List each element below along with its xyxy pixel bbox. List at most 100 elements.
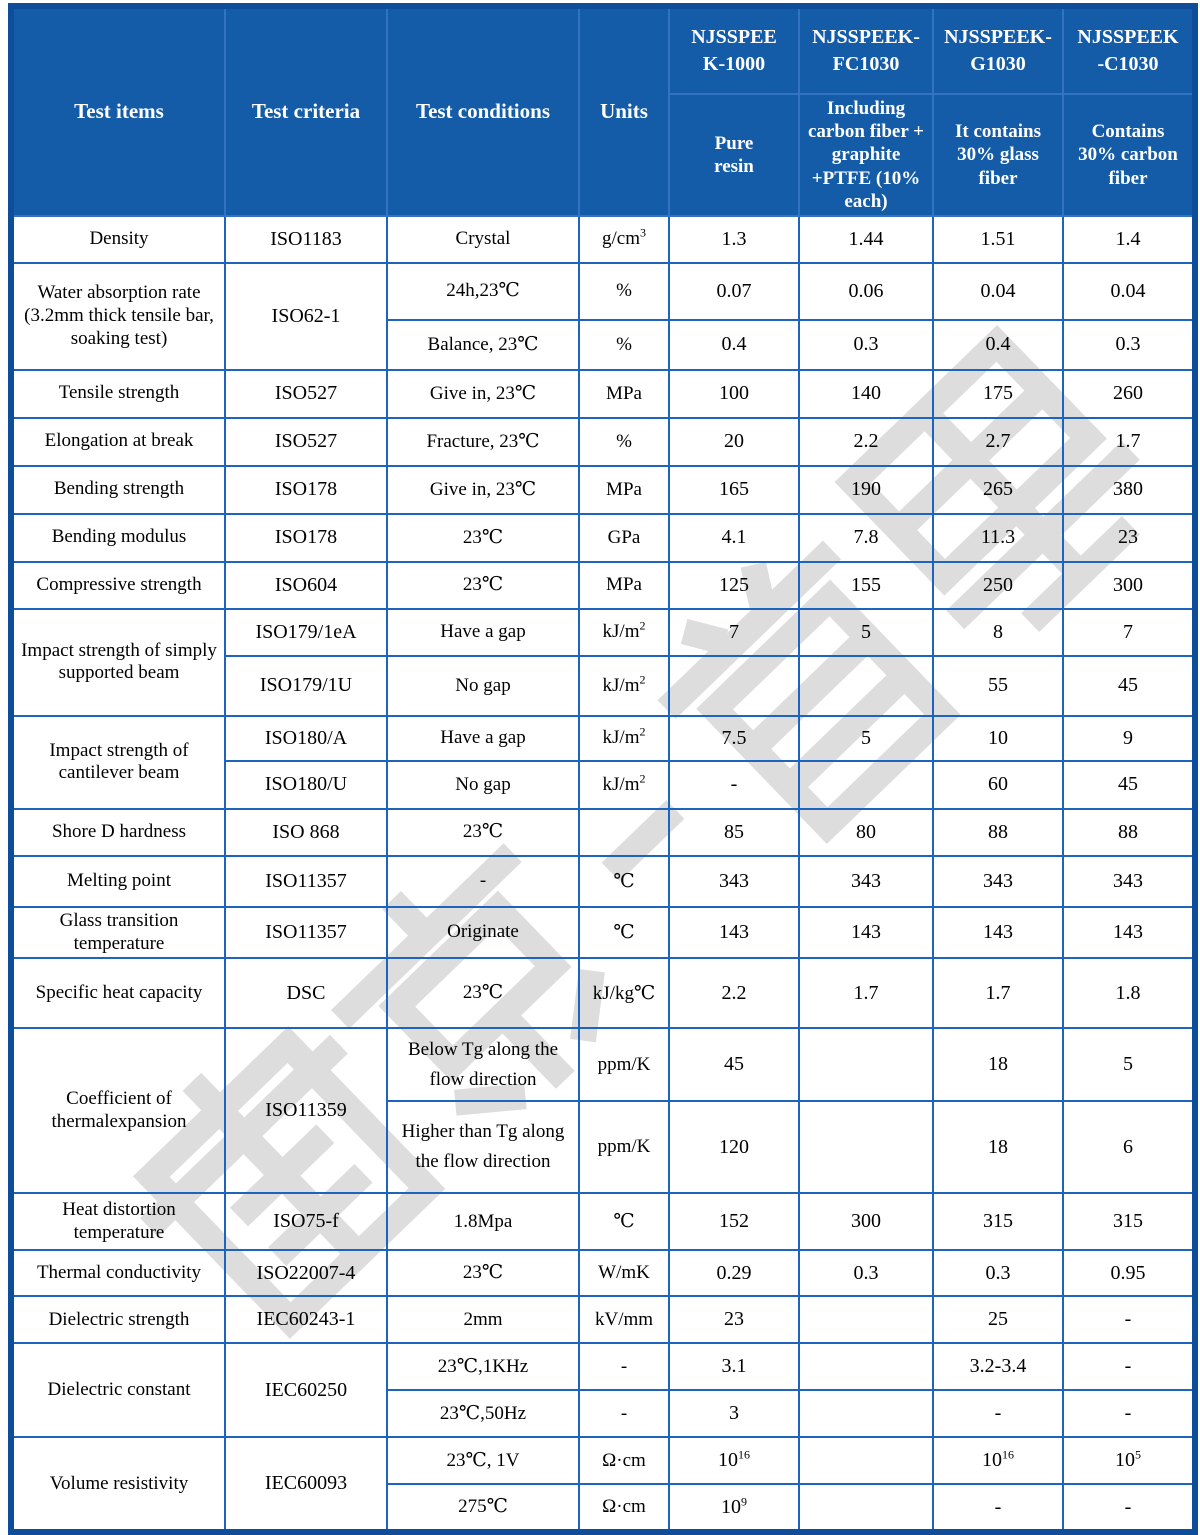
value-cell-c1030: 0.3	[1062, 318, 1196, 371]
table-row: Dielectric strength IEC60243-1 2mm kV/mm 23 2…	[10, 1295, 1196, 1345]
test-criteria-cell: DSC	[224, 957, 388, 1030]
test-item-cell: Shore D hardness	[10, 807, 226, 857]
value-cell-k1000: 0.29	[668, 1249, 800, 1298]
value-cell-k1000: 100	[668, 368, 800, 419]
test-item-cell: Elongation at break	[10, 416, 226, 467]
test-item-cell: Bending modulus	[10, 512, 226, 563]
test-item-cell: Impact strength of simply supported beam	[10, 607, 226, 717]
value-cell-g1030: 18	[932, 1027, 1064, 1103]
test-criteria-cell: ISO178	[224, 464, 388, 515]
test-condition-cell: 23℃,50Hz	[386, 1389, 580, 1439]
value-cell-k1000: 120	[668, 1100, 800, 1195]
value-cell-c1030: 6	[1062, 1100, 1196, 1195]
value-cell-fc1030: 7.8	[798, 512, 934, 563]
test-condition-cell: Below Tg along the flow direction	[386, 1027, 580, 1103]
test-criteria-cell: ISO11357	[224, 854, 388, 908]
value-cell-k1000: -	[668, 759, 800, 810]
value-cell-fc1030	[798, 1027, 934, 1103]
value-cell-g1030: -	[932, 1483, 1064, 1534]
value-cell-c1030: -	[1062, 1295, 1196, 1345]
value-cell-g1030: 343	[932, 854, 1064, 908]
test-criteria-cell: ISO179/1eA	[224, 607, 388, 657]
value-cell-fc1030: 5	[798, 714, 934, 762]
unit-cell: %	[578, 416, 670, 467]
value-cell-fc1030	[798, 759, 934, 810]
value-cell-fc1030: 343	[798, 854, 934, 908]
test-condition-cell: Give in, 23℃	[386, 368, 580, 419]
value-cell-fc1030	[798, 1100, 934, 1195]
table-row: Bending strength ISO178 Give in, 23℃ MPa 165…	[10, 464, 1196, 515]
test-item-cell: Heat distortion temperature	[10, 1192, 226, 1252]
unit-cell: ppm/K	[578, 1100, 670, 1195]
unit-cell: kV/mm	[578, 1295, 670, 1345]
unit-cell: ℃	[578, 1192, 670, 1252]
test-item-cell: Water absorption rate (3.2mm thick tensi…	[10, 261, 226, 371]
col-header-test-conditions: Test conditions	[386, 5, 580, 217]
unit-cell: kJ/m2	[578, 654, 670, 717]
table-header: Test items Test criteria Test conditions…	[10, 5, 1196, 217]
test-criteria-cell: ISO179/1U	[224, 654, 388, 717]
table-row: Impact strength of cantilever beam ISO180…	[10, 714, 1196, 810]
test-condition-cell: 23℃	[386, 1249, 580, 1298]
value-cell-g1030: 250	[932, 560, 1064, 610]
value-cell-g1030: 0.04	[932, 261, 1064, 321]
test-item-cell: Tensile strength	[10, 368, 226, 419]
unit-cell: MPa	[578, 560, 670, 610]
unit-cell: -	[578, 1342, 670, 1392]
value-cell-fc1030: 1.44	[798, 214, 934, 264]
unit-cell: g/cm3	[578, 214, 670, 264]
unit-cell: kJ/m2	[578, 607, 670, 657]
test-item-cell: Coefficient of thermalexpansion	[10, 1027, 226, 1195]
test-condition-cell: 1.8Mpa	[386, 1192, 580, 1252]
table-row: Tensile strength ISO527 Give in, 23℃ MPa 100…	[10, 368, 1196, 419]
col-header-units: Units	[578, 5, 670, 217]
col-header-product-c1030: NJSSPEEK -C1030	[1062, 5, 1196, 95]
col-header-product-g1030: NJSSPEEK- G1030	[932, 5, 1064, 95]
test-condition-cell: Balance, 23℃	[386, 318, 580, 371]
value-cell-g1030: 1.7	[932, 957, 1064, 1030]
value-cell-k1000: 4.1	[668, 512, 800, 563]
test-condition-cell: 23℃, 1V	[386, 1436, 580, 1486]
value-cell-c1030: -	[1062, 1483, 1196, 1534]
value-cell-k1000: 0.4	[668, 318, 800, 371]
test-item-cell: Bending strength	[10, 464, 226, 515]
table-row: 275℃ Ω·cm 109 - -	[11, 1483, 1196, 1534]
test-condition-cell: 2mm	[386, 1295, 580, 1345]
table-row: 23℃,50Hz -3- -	[11, 1389, 1196, 1439]
test-criteria-cell: ISO180/U	[224, 759, 388, 810]
value-cell-g1030: 10	[932, 714, 1064, 762]
value-cell-c1030: 1.7	[1062, 416, 1196, 467]
value-cell-g1030: 0.3	[932, 1249, 1064, 1298]
value-cell-fc1030: 0.06	[798, 261, 934, 321]
product-desc-c1030: Contains 30% carbon fiber	[1062, 93, 1196, 217]
value-cell-g1030: -	[932, 1389, 1064, 1439]
test-criteria-cell: ISO604	[224, 560, 388, 610]
value-cell-fc1030	[798, 1342, 934, 1392]
test-condition-cell: 23℃	[386, 560, 580, 610]
value-cell-c1030: 105	[1062, 1436, 1196, 1486]
table-row: Shore D hardness ISO 868 23℃ 85 80 88 88	[10, 807, 1196, 857]
test-condition-cell: 23℃	[386, 512, 580, 563]
value-cell-c1030: 45	[1062, 759, 1196, 810]
test-item-cell: Dielectric strength	[10, 1295, 226, 1345]
product-desc-k1000: Pure resin	[668, 93, 800, 217]
value-cell-c1030: -	[1062, 1342, 1196, 1392]
col-header-test-items: Test items	[10, 5, 226, 217]
table-row: Melting point ISO11357- ℃ 343 343 343 343	[10, 854, 1196, 908]
value-cell-k1000: 23	[668, 1295, 800, 1345]
value-cell-k1000: 7.5	[668, 714, 800, 762]
value-cell-k1000: 1016	[668, 1436, 800, 1486]
value-cell-k1000: 343	[668, 854, 800, 908]
value-cell-c1030: 45	[1062, 654, 1196, 717]
table-row: Elongation at break ISO527 Fracture, 23℃% 2…	[10, 416, 1196, 467]
value-cell-k1000: 109	[668, 1483, 800, 1534]
table-body: Density ISO1183 Crystal g/cm3 1.3 1.44 1.51 1.4…	[10, 214, 1196, 1534]
value-cell-c1030: 1.8	[1062, 957, 1196, 1030]
value-cell-k1000: 20	[668, 416, 800, 467]
table-row: Glass transition temperature ISO11357 Orig…	[10, 905, 1196, 960]
value-cell-c1030: 9	[1062, 714, 1196, 762]
value-cell-fc1030: 143	[798, 905, 934, 960]
unit-cell: kJ/m2	[578, 714, 670, 762]
table-row: Thermal conductivity ISO22007-4 23℃ W/mK 0.2…	[10, 1249, 1196, 1298]
value-cell-fc1030: 5	[798, 607, 934, 657]
